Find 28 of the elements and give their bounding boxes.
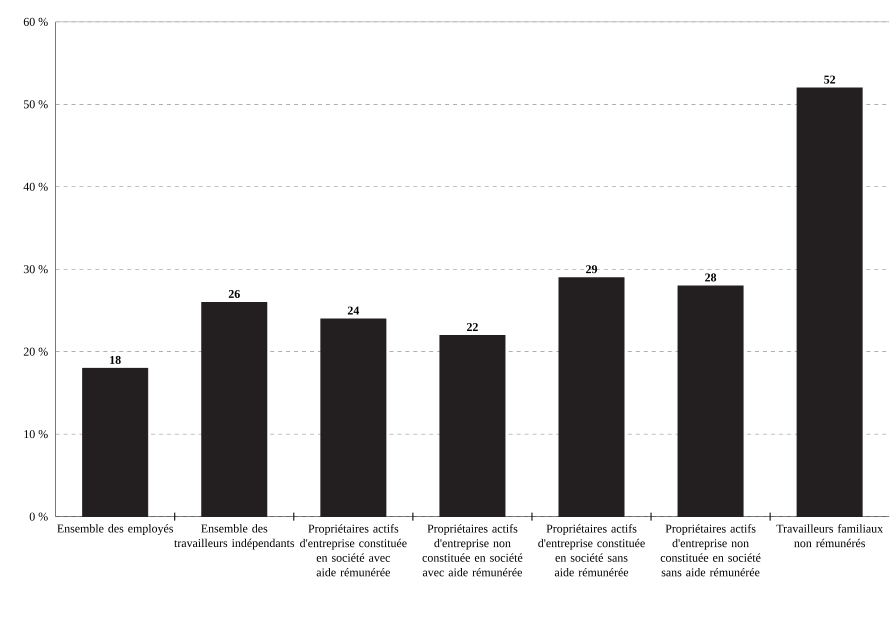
data-label: 29 xyxy=(586,265,598,274)
bar xyxy=(201,302,268,517)
x-tick-label: Propriétaires actifs d'entreprise constituée en société avec aide rémunérée xyxy=(300,524,407,576)
data-label: 18 xyxy=(110,356,121,364)
x-tick-label: Ensemble des travailleurs indépendants xyxy=(174,524,294,550)
bar xyxy=(82,368,148,517)
data-label: 24 xyxy=(348,306,360,315)
data-label: 26 xyxy=(228,290,240,298)
y-tick-label: 0 % xyxy=(30,512,48,521)
y-tick-label: 50 % xyxy=(24,100,48,108)
bar xyxy=(320,318,386,517)
data-label: 22 xyxy=(466,323,478,332)
y-tick-label: 60 % xyxy=(24,18,48,26)
data-label: 28 xyxy=(705,274,716,282)
bar xyxy=(678,286,744,517)
data-label: 52 xyxy=(824,76,836,84)
y-tick-label: 10 % xyxy=(24,430,48,438)
bar xyxy=(439,335,506,517)
y-tick-label: 40 % xyxy=(24,182,48,191)
x-tick-label: Propriétaires actifs d'entreprise constituée en société sans aide rémunérée xyxy=(538,524,645,576)
bar xyxy=(558,277,625,517)
y-tick-label: 30 % xyxy=(24,265,48,274)
x-tick-label: Propriétaires actifs d'entreprise non constituée en société sans aide rémunérée xyxy=(660,524,760,576)
y-tick-label: 20 % xyxy=(24,348,48,356)
x-tick-label: Ensemble des employés xyxy=(57,524,174,536)
x-tick-label: Travailleurs familiaux non rémunérés xyxy=(776,524,883,548)
bar xyxy=(796,88,863,517)
x-tick-label: Propriétaires actifs d'entreprise non constituée en société avec aide rémunérée xyxy=(422,524,522,576)
